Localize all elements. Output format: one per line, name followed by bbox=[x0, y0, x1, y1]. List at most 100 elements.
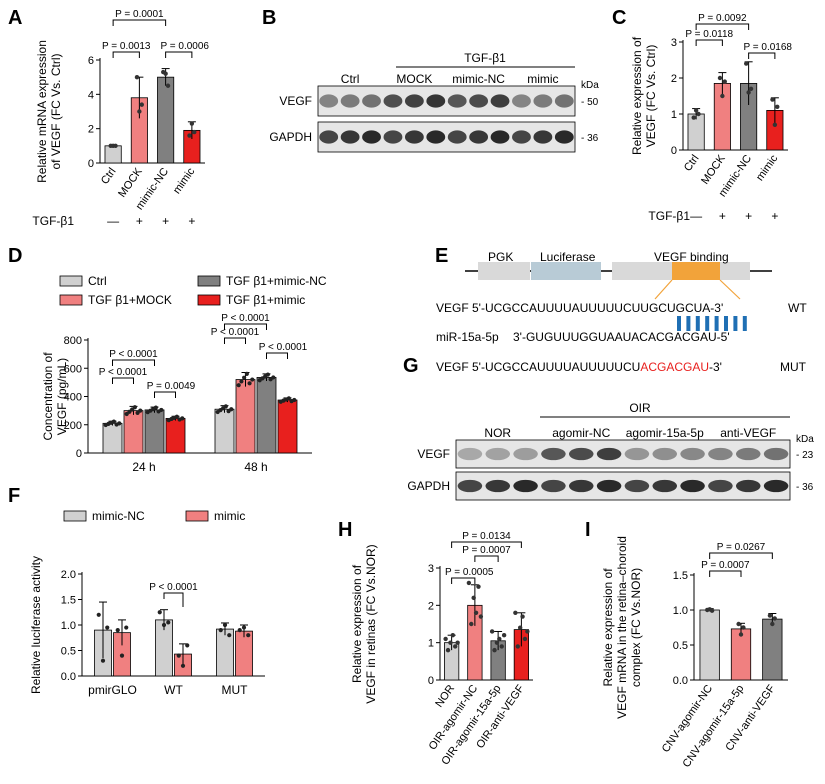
y-tick-label: 1.0 bbox=[673, 605, 688, 617]
blot-band bbox=[513, 447, 538, 461]
vegf-binding-label: VEGF binding bbox=[654, 250, 729, 264]
bar bbox=[235, 630, 253, 677]
y-tick-label: 0 bbox=[88, 158, 94, 170]
bar bbox=[256, 377, 277, 454]
data-point bbox=[448, 640, 453, 645]
data-point bbox=[450, 633, 456, 638]
significance-bracket bbox=[154, 391, 176, 398]
blot-band bbox=[383, 94, 403, 108]
data-point bbox=[111, 419, 116, 424]
treatment-sign: — bbox=[107, 214, 119, 228]
blot-band bbox=[652, 479, 677, 493]
data-point bbox=[489, 629, 495, 634]
data-point bbox=[189, 121, 195, 126]
data-point bbox=[176, 653, 181, 658]
bar bbox=[235, 379, 256, 454]
blot-band bbox=[680, 479, 705, 493]
data-point bbox=[767, 613, 773, 618]
treatment-label: TGF-β1 bbox=[648, 209, 690, 223]
bar bbox=[104, 145, 122, 164]
blot-lane-label: agomir-NC bbox=[552, 426, 610, 440]
data-point bbox=[165, 83, 171, 88]
blot-row-label: VEGF bbox=[279, 94, 312, 108]
data-point bbox=[499, 644, 504, 649]
p-value-label: P = 0.0001 bbox=[115, 9, 164, 20]
y-tick-label: 3 bbox=[428, 563, 434, 575]
p-value-label: P = 0.0013 bbox=[102, 41, 151, 52]
blot-band bbox=[708, 447, 733, 461]
data-point bbox=[124, 625, 129, 630]
bar bbox=[214, 408, 235, 454]
blot-band bbox=[340, 130, 360, 144]
treatment-label: TGF-β1 bbox=[32, 214, 74, 228]
panel-letter-e: E bbox=[435, 245, 448, 267]
data-point bbox=[166, 620, 171, 625]
blot-band bbox=[708, 479, 733, 493]
p-value-label: P = 0.0005 bbox=[445, 567, 494, 578]
mut-tag: MUT bbox=[780, 360, 807, 374]
blot-band bbox=[763, 479, 789, 493]
base-pair-mark bbox=[714, 316, 719, 331]
blot-band bbox=[541, 479, 566, 493]
significance-bracket bbox=[451, 577, 476, 584]
significance-bracket bbox=[451, 541, 522, 548]
y-tick-label: 2.0 bbox=[61, 569, 76, 581]
y-axis-label: Relative expression of bbox=[630, 36, 644, 155]
y-axis-label: VEGF mRNA in the retina–choroid bbox=[615, 536, 629, 719]
blot-band bbox=[624, 479, 650, 493]
mir-name: miR-15a-5p bbox=[436, 330, 499, 344]
significance-bracket bbox=[165, 51, 193, 58]
data-point bbox=[153, 405, 158, 410]
data-point bbox=[466, 580, 472, 586]
legend-label: TGF β1+mimic-NC bbox=[226, 274, 327, 288]
blot-band bbox=[569, 479, 594, 493]
blot-band bbox=[490, 130, 510, 144]
bar bbox=[144, 409, 165, 454]
mut-sequence-prefix: VEGF 5'-UCGCCAUUUUAUUUUUCU bbox=[436, 360, 640, 374]
data-point bbox=[471, 595, 476, 601]
y-tick-label: 0.0 bbox=[61, 671, 76, 683]
y-tick-label: 1.5 bbox=[673, 570, 688, 582]
blot-membrane bbox=[455, 439, 791, 469]
legend-swatch bbox=[197, 275, 221, 287]
panel-letter-f: F bbox=[8, 485, 20, 507]
y-tick-label: 400 bbox=[64, 392, 82, 404]
kda-label: kDa bbox=[581, 80, 599, 91]
x-group-label: WT bbox=[164, 683, 183, 697]
treatment-sign: + bbox=[771, 209, 778, 223]
blot-group-header: TGF-β1 bbox=[464, 51, 506, 65]
data-point bbox=[239, 379, 244, 384]
pgk-label: PGK bbox=[488, 250, 513, 264]
bar bbox=[762, 618, 783, 681]
data-point bbox=[180, 663, 186, 668]
data-point bbox=[139, 102, 144, 107]
western-blot-g: OIR NOR agomir-NC agomir-15a-5p anti-VEGF kDa… bbox=[407, 401, 814, 501]
y-axis-label: Concentration of bbox=[41, 352, 55, 441]
data-point bbox=[772, 122, 778, 128]
y-tick-label: 0.0 bbox=[673, 675, 688, 687]
blot-band bbox=[457, 479, 483, 493]
blot-band bbox=[362, 130, 381, 144]
significance-bracket bbox=[695, 23, 750, 30]
y-tick-label: 2 bbox=[428, 600, 434, 612]
pgk-block bbox=[478, 262, 530, 280]
data-point bbox=[137, 109, 142, 114]
data-point bbox=[246, 633, 251, 638]
data-point bbox=[115, 628, 120, 633]
blot-band bbox=[319, 130, 339, 144]
significance-bracket bbox=[709, 570, 742, 577]
x-group-label: 48 h bbox=[244, 460, 267, 474]
mut-sequence: VEGF 5'-UCGCCAUUUUAUUUUUCUACGACGAU-3' bbox=[436, 360, 722, 374]
data-point bbox=[185, 643, 190, 648]
data-point bbox=[237, 628, 242, 633]
binding-zoom-right bbox=[719, 279, 741, 300]
p-value-label: P < 0.0001 bbox=[149, 582, 198, 593]
kda-label: kDa bbox=[796, 434, 814, 445]
legend-swatch bbox=[59, 275, 83, 287]
data-point bbox=[720, 93, 725, 99]
data-point bbox=[192, 129, 197, 135]
y-tick-label: 0 bbox=[428, 675, 434, 687]
x-group-label: MUT bbox=[222, 683, 249, 697]
base-pair-mark bbox=[705, 316, 710, 331]
y-tick-label: 0.5 bbox=[61, 646, 76, 658]
